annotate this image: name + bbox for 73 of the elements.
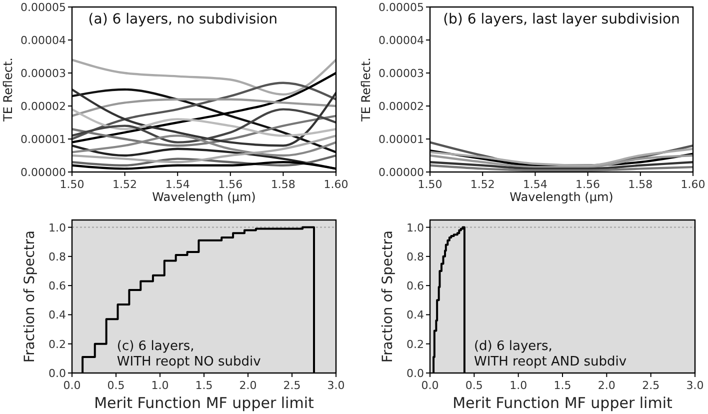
- y-tick-label: 0.00000: [20, 166, 66, 179]
- x-tick-label: 1.56: [218, 178, 243, 191]
- x-tick-label: 1.54: [165, 178, 190, 191]
- y-axis-title: TE Reflect.: [1, 58, 15, 122]
- y-tick-label: 1.0: [406, 221, 424, 234]
- y-axis-title: TE Reflect.: [359, 58, 373, 122]
- y-tick-label: 0.2: [48, 338, 66, 351]
- line-series: [72, 134, 336, 157]
- y-tick-label: 0.00004: [20, 34, 66, 47]
- y-tick-label: 0.00000: [378, 166, 424, 179]
- y-tick-label: 1.0: [48, 221, 66, 234]
- line-series: [72, 98, 336, 117]
- y-tick-label: 0.0: [48, 367, 66, 380]
- x-tick-label: 1.5: [195, 379, 213, 392]
- x-axis-title: Merit Function MF upper limit: [452, 394, 672, 412]
- y-axis-title: Fraction of Spectra: [380, 230, 396, 363]
- x-axis-title: Merit Function MF upper limit: [94, 394, 314, 412]
- x-tick-label: 1.5: [554, 379, 572, 392]
- x-axis-title: Wavelength (μm): [510, 190, 614, 204]
- x-tick-label: 1.60: [680, 178, 706, 191]
- x-tick-label: 1.50: [418, 178, 442, 191]
- x-tick-label: 1.52: [470, 178, 495, 191]
- line-series: [430, 154, 693, 168]
- x-tick-label: 2.5: [283, 379, 301, 392]
- y-tick-label: 0.6: [406, 280, 424, 293]
- line-series: [72, 58, 336, 96]
- line-series: [72, 114, 336, 147]
- x-tick-label: 2.5: [642, 379, 660, 392]
- x-tick-label: 1.56: [576, 178, 600, 191]
- x-tick-label: 3.0: [327, 379, 345, 392]
- text: (c) 6 layers, WITH reopt NO subdiv: [116, 339, 262, 370]
- y-tick-label: 0.4: [406, 308, 424, 322]
- y-tick-label: 0.00003: [378, 67, 424, 80]
- y-tick-label: 0.00003: [20, 67, 66, 80]
- x-tick-label: 1.58: [270, 178, 296, 191]
- x-tick-label: 3.0: [686, 379, 704, 392]
- x-axis-title: Wavelength (μm): [152, 190, 256, 204]
- y-tick-label: 0.6: [48, 280, 66, 293]
- x-tick-label: 0.0: [63, 379, 81, 392]
- text: (d) 6 layers, WITH reopt AND subdiv: [474, 339, 627, 370]
- x-tick-label: 1.50: [60, 178, 84, 191]
- y-tick-label: 0.00005: [20, 1, 66, 14]
- y-axis-title: Fraction of Spectra: [22, 230, 38, 363]
- x-tick-label: 1.0: [151, 379, 169, 392]
- x-tick-label: 1.0: [510, 379, 528, 392]
- y-tick-label: 0.00004: [378, 34, 424, 47]
- x-tick-label: 1.58: [628, 178, 653, 191]
- line-series: [72, 108, 336, 144]
- chart-title: (a) 6 layers, no subdivision: [88, 12, 278, 28]
- x-tick-label: 0.5: [465, 379, 483, 392]
- y-tick-label: 0.00005: [378, 1, 424, 14]
- y-tick-label: 0.2: [406, 338, 424, 351]
- x-tick-label: 1.52: [112, 178, 138, 191]
- x-tick-label: 1.54: [522, 178, 548, 191]
- x-tick-label: 2.0: [598, 379, 616, 392]
- y-tick-label: 0.00001: [20, 133, 66, 146]
- y-tick-label: 0.8: [48, 250, 66, 264]
- chart-title: (b) 6 layers, last layer subdivision: [443, 12, 680, 28]
- line-series: [72, 154, 336, 166]
- y-tick-label: 0.8: [406, 250, 424, 264]
- y-tick-label: 0.00002: [20, 100, 66, 113]
- y-tick-label: 0.0: [406, 367, 424, 380]
- x-tick-label: 0.5: [107, 379, 125, 392]
- line-series: [72, 82, 336, 140]
- line-series: [72, 144, 336, 170]
- x-tick-label: 2.0: [239, 379, 257, 392]
- line-series: [72, 108, 336, 137]
- x-tick-label: 0.0: [421, 379, 439, 392]
- line-series: [72, 134, 336, 164]
- x-tick-label: 1.60: [324, 178, 348, 191]
- y-tick-label: 0.00002: [378, 100, 424, 113]
- y-tick-label: 0.4: [48, 308, 66, 322]
- y-tick-label: 0.00001: [378, 133, 424, 146]
